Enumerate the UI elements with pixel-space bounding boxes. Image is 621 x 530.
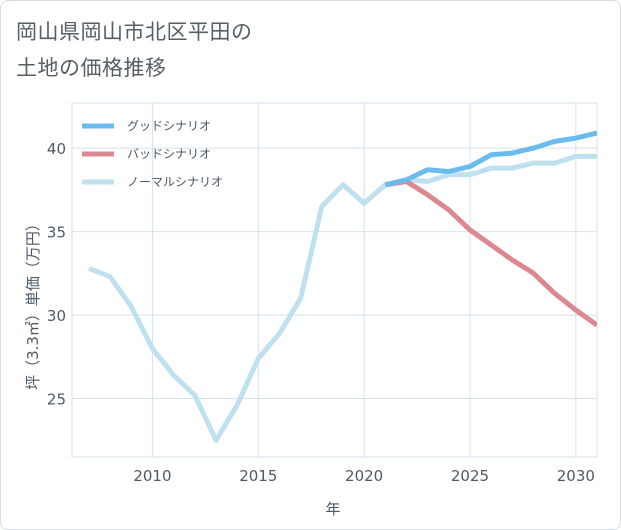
x-tick-label: 2010 [133, 467, 171, 485]
series-line-bad [384, 179, 597, 328]
x-tick-label: 2015 [239, 467, 277, 485]
tick-labels: 2010 2015 2020 2025 2030 25 30 35 40 [47, 140, 595, 485]
grid [71, 102, 598, 458]
plot-frame [71, 102, 598, 458]
y-tick-label: 40 [47, 140, 66, 158]
y-tick-label: 30 [47, 307, 66, 325]
y-axis-title: 坪（3.3㎡）単価（万円） [24, 216, 42, 390]
chart-title-line2: 土地の価格推移 [16, 56, 167, 80]
legend-label-good: グッドシナリオ [127, 119, 211, 133]
y-tick-label: 25 [47, 391, 66, 409]
chart-title-line1: 岡山県岡山市北区平田の [16, 20, 253, 44]
x-tick-label: 2030 [557, 467, 595, 485]
x-axis-title: 年 [325, 500, 340, 518]
series-line-good [384, 130, 597, 188]
x-tick-label: 2025 [451, 467, 489, 485]
legend-label-normal: ノーマルシナリオ [127, 175, 223, 189]
legend-label-bad: バッドシナリオ [127, 147, 211, 161]
x-tick-label: 2020 [345, 467, 383, 485]
chart-title: 岡山県岡山市北区平田の 土地の価格推移 [16, 14, 253, 86]
series-line-normal [87, 153, 597, 443]
y-tick-label: 35 [47, 224, 66, 242]
series-lines [87, 130, 597, 443]
